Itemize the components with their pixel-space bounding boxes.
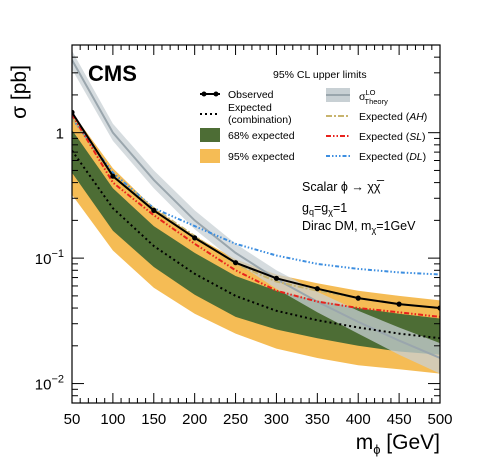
x-tick-label: 150 [141,411,166,428]
observed-point [192,235,198,241]
legend-band95-label: 95% expected [228,151,295,163]
y-tick-label: 10−1 [35,248,64,268]
model-annotation: Scalar ϕ → χχ̅ gq=gχ=1 Dirac DM, mχ=1GeV [302,180,416,235]
legend-band68: 68% expected [200,128,295,142]
x-axis-title: mϕ [GeV] [356,431,440,457]
x-tick-label: 500 [427,411,452,428]
observed-point [72,109,75,115]
legend-theory: σLO Theory [326,88,388,106]
legend-expected: Expected (combination) [200,102,292,126]
plot-frame [71,44,441,404]
legend-expected-label-2: (combination) [228,114,292,126]
x-tick-label: 250 [223,411,248,428]
band-68-expected [72,130,440,355]
line-expected-sl [72,113,440,318]
legend-observed: Observed [200,89,274,101]
y-axis-title: σ [pb] [8,65,31,119]
legend-band95: 95% expected [200,149,295,163]
line-expected-dl [72,117,440,276]
observed-point [355,295,361,301]
legend-band95-swatch [200,149,220,163]
legend-sl-label: Expected (SL) [359,131,426,143]
legend-dl: Expected (DL) [326,151,426,163]
observed-point [396,301,402,307]
legend-dl-label: Expected (DL) [359,151,426,163]
observed-point [151,207,157,213]
y-tick-label: 1 [56,126,64,143]
legend-expected-label: Expected [228,102,272,114]
legend-band68-swatch [200,128,220,142]
observed-point [233,260,239,266]
legend-theory-label: σLO Theory [359,88,388,106]
legend-observed-marker [201,91,207,97]
legend-ah: Expected (AH) [326,111,427,123]
x-tick-label: 50 [64,411,81,428]
x-tick-label: 400 [346,411,371,428]
observed-point [110,173,116,179]
legend-band68-label: 68% expected [228,130,295,142]
cms-label: CMS [88,61,137,86]
annotation-couplings: gq=gχ=1 [302,201,347,217]
x-tick-label: 450 [387,411,412,428]
header-label: 95% CL upper limits [273,69,367,81]
legend-observed-label: Observed [228,89,274,101]
observed-point [314,286,320,292]
annotation-process: Scalar ϕ → χχ̅ [302,180,384,194]
legend: Observed Expected (combination) 68% expe… [200,88,427,163]
annotation-dm: Dirac DM, mχ=1GeV [302,219,416,235]
y-tick-label: 10−2 [35,374,64,394]
x-tick-label: 300 [264,411,289,428]
x-tick-label: 350 [305,411,330,428]
legend-observed-marker [213,91,219,97]
x-tick-label: 200 [182,411,207,428]
observed-point [273,275,279,281]
x-tick-label: 100 [100,411,125,428]
line-observed [72,111,440,309]
legend-sl: Expected (SL) [326,131,426,143]
legend-ah-label: Expected (AH) [359,111,427,123]
